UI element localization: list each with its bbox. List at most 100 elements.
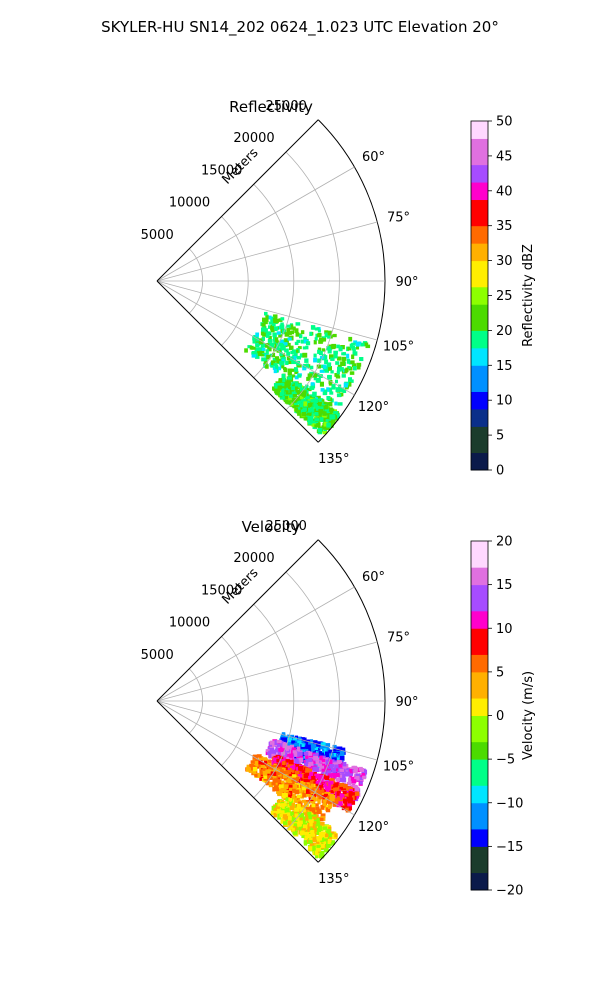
reflectivity-echo-cell [337, 402, 343, 406]
velocity-echo-cell [320, 844, 325, 848]
velocity-echo-cell [287, 745, 292, 751]
reflectivity-echo-cell [244, 348, 248, 353]
reflectivity-echo-cell [297, 374, 302, 378]
reflectivity-echo-cell [255, 354, 259, 359]
reflectivity-echo-cell [265, 314, 269, 319]
velocity-echo-cell [339, 755, 345, 761]
reflectivity-echo-cell [341, 374, 346, 378]
velocity-echo-cell [288, 801, 293, 806]
reflectivity-echo-cell [321, 414, 327, 418]
velocity-echo-cell [291, 827, 295, 832]
reflectivity-echo-cell [263, 360, 268, 365]
reflectivity-echo-cell [263, 317, 269, 322]
reflectivity-echo-cell [256, 349, 262, 355]
reflectivity-echo-cell [262, 332, 267, 337]
velocity-echo-cell [305, 792, 310, 797]
reflectivity-azimuth-line [156, 280, 355, 396]
reflectivity-echo-cell [265, 364, 269, 369]
reflectivity-echo-cell [321, 425, 325, 430]
reflectivity-echo-cell [296, 360, 301, 366]
reflectivity-colorbar-segment [471, 216, 488, 227]
reflectivity-echo-cell [279, 341, 285, 346]
velocity-echo-cell [284, 766, 288, 771]
velocity-panel: Velocity 5000 10000 15000 20000 25000 60° 75° 90… [141, 518, 419, 887]
reflectivity-colorbar-segment [471, 225, 488, 235]
velocity-echo-cell [254, 761, 259, 765]
velocity-echo-cell [299, 807, 305, 812]
reflectivity-echo-cell [287, 390, 292, 395]
velocity-colorbar-segment [471, 724, 488, 734]
velocity-echo-cell [316, 797, 321, 802]
velocity-colorbar-segment [471, 567, 488, 577]
reflectivity-echo-cell [276, 358, 281, 364]
velocity-echo-cell [342, 790, 347, 795]
velocity-colorbar-tick-label: −15 [496, 840, 523, 855]
reflectivity-echo-cell [319, 381, 324, 387]
reflectivity-echo-cell [324, 409, 330, 414]
velocity-colorbar-segment [471, 846, 488, 856]
velocity-echo-cell [331, 834, 337, 840]
reflectivity-echo-cell [261, 337, 265, 341]
reflectivity-colorbar-segment [471, 443, 488, 454]
velocity-echo-cell [316, 822, 321, 827]
velocity-echo-cell [321, 758, 326, 762]
reflectivity-echo-cell [285, 383, 290, 388]
velocity-echo-cell [330, 778, 335, 782]
velocity-echo-cell [303, 789, 308, 794]
velocity-echo-cell [308, 751, 313, 756]
reflectivity-colorbar-tick-label: 20 [496, 324, 513, 339]
reflectivity-azimuth-label: 90° [395, 275, 418, 290]
reflectivity-echo-cell [348, 336, 353, 342]
velocity-echo-cell [323, 848, 329, 853]
reflectivity-echo-cell [276, 388, 281, 392]
reflectivity-echo-cell [276, 331, 281, 335]
reflectivity-echo-cell [336, 370, 340, 375]
reflectivity-echo-cell [335, 361, 340, 365]
reflectivity-echo-cell [295, 404, 299, 409]
velocity-echo-cell [336, 772, 340, 778]
reflectivity-echo-cell [287, 368, 292, 373]
reflectivity-azimuth-line [156, 166, 355, 282]
reflectivity-echo-cell [330, 370, 334, 374]
reflectivity-echo-cell [247, 345, 252, 349]
reflectivity-colorbar-segment [471, 155, 488, 166]
velocity-echo-cell [275, 810, 280, 814]
reflectivity-echo-cell [336, 393, 342, 398]
velocity-echo-cell [342, 761, 347, 767]
velocity-colorbar: −20 −15 −10 −5 0 5 10 15 20 Velocity (m/s) [470, 535, 536, 899]
velocity-echo-cell [252, 767, 258, 772]
reflectivity-echo-cell [292, 356, 297, 360]
reflectivity-echo-cell [296, 409, 301, 414]
velocity-echo-cell [294, 807, 300, 812]
reflectivity-echo-cell [334, 401, 338, 406]
velocity-echo-cell [289, 768, 295, 773]
velocity-echo-cell [281, 803, 285, 808]
velocity-echo-cell [306, 824, 311, 829]
reflectivity-colorbar-tick-label: 15 [496, 359, 513, 374]
reflectivity-echo-cell [255, 343, 260, 348]
velocity-echo-cell [339, 768, 344, 772]
reflectivity-echo-cell [306, 412, 312, 416]
velocity-echo-cell [298, 812, 303, 818]
velocity-echo-cell [309, 836, 315, 840]
velocity-echo-cell [298, 816, 303, 822]
reflectivity-echo-cell [264, 311, 268, 316]
velocity-echo-cell [359, 778, 364, 782]
velocity-colorbar-segment [471, 706, 488, 716]
velocity-echo-cell [303, 841, 308, 846]
velocity-colorbar-segment [471, 636, 488, 647]
reflectivity-echo-cell [347, 382, 352, 387]
velocity-azimuth-label: 120° [358, 820, 389, 835]
velocity-colorbar-segment [471, 820, 488, 830]
velocity-echo-cell [339, 782, 345, 787]
velocity-echo-cell [332, 774, 336, 779]
reflectivity-echo-cell [293, 349, 299, 354]
reflectivity-echo-cell [296, 390, 301, 395]
velocity-echo-cell [293, 830, 298, 836]
velocity-echo-cell [329, 797, 334, 802]
velocity-echo-cell [300, 747, 305, 751]
reflectivity-echo-cell [275, 364, 279, 370]
velocity-echo-cell [359, 777, 363, 781]
reflectivity-colorbar-segment [471, 408, 488, 419]
velocity-echo-cell [280, 742, 284, 747]
